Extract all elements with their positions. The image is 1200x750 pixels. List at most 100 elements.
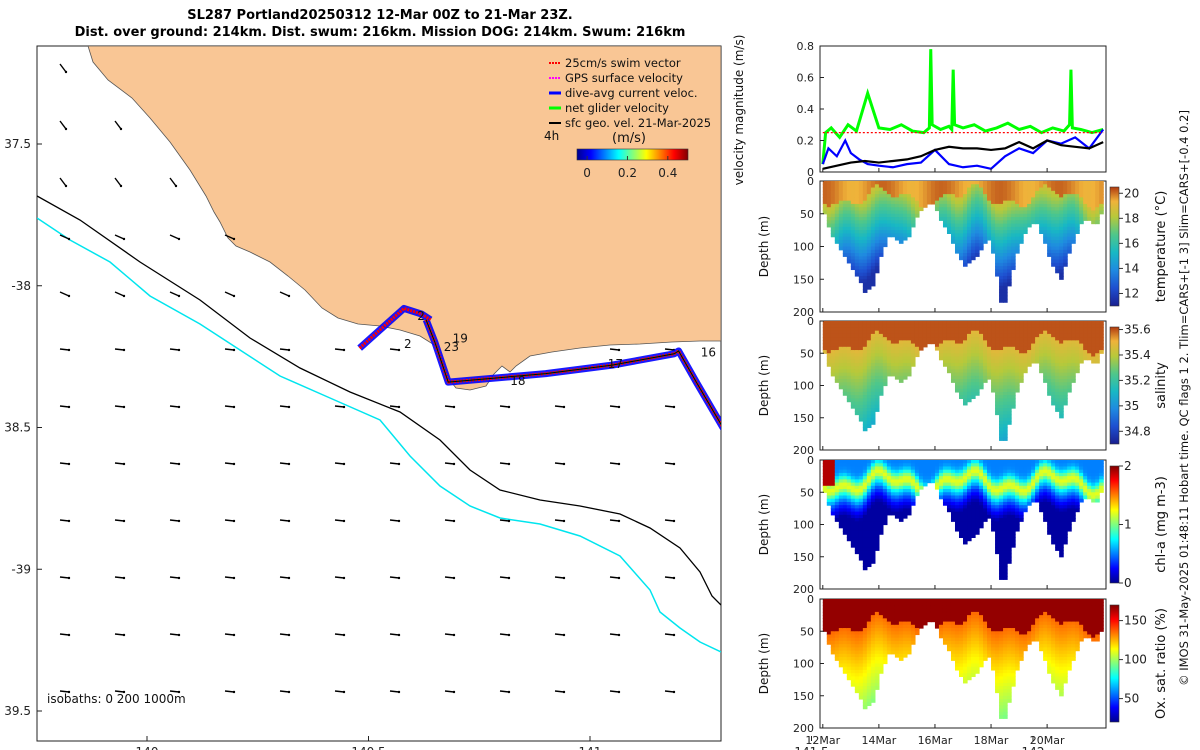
section-cell [902, 485, 908, 490]
section-cell [958, 463, 964, 468]
velocity-arrow [114, 519, 125, 522]
section-cell [1059, 492, 1064, 497]
section-cell [866, 679, 872, 684]
section-cell [991, 220, 996, 225]
section-cell [850, 599, 856, 603]
section-cell [1067, 369, 1072, 374]
section-cell [950, 226, 956, 231]
section-cell [874, 194, 880, 198]
section-cell [838, 505, 844, 509]
velocity-arrow-head [287, 405, 291, 409]
section-cell [850, 644, 856, 648]
section-cell [874, 508, 880, 513]
section-cell [1003, 489, 1008, 493]
section-cell [870, 640, 876, 645]
section-cell [1019, 518, 1024, 522]
section-cell [878, 527, 884, 532]
isobaths-label: isobaths: 0 200 1000m [47, 692, 186, 706]
section-cell [850, 243, 856, 248]
section-cell [958, 466, 964, 471]
section-cell [1011, 388, 1016, 393]
section-cell [963, 460, 968, 464]
section-cell [910, 213, 916, 218]
section-cell [942, 469, 948, 474]
section-cell [838, 350, 844, 354]
section-cell [991, 200, 996, 205]
section-cell [878, 379, 884, 383]
velocity-arrow-head [562, 690, 566, 694]
section-cell [874, 679, 880, 684]
section-cell [995, 321, 1000, 325]
section-cell [826, 463, 832, 468]
section-cell [830, 511, 836, 516]
section-cell [1023, 190, 1028, 195]
section-cell [971, 243, 976, 248]
section-cell [830, 618, 836, 623]
section-cell [1015, 508, 1020, 513]
section-cell [1051, 256, 1056, 261]
section-cell [890, 628, 896, 632]
section-cell [822, 324, 828, 329]
section-cell [967, 324, 972, 329]
section-cell [1071, 230, 1076, 234]
section-cell [830, 194, 836, 198]
section-cell [858, 239, 864, 244]
section-cell [1023, 346, 1028, 351]
section-cell [850, 239, 856, 244]
section-cell [898, 337, 904, 341]
section-cell [1059, 404, 1064, 409]
section-cell [862, 239, 868, 244]
velocity-arrow-head [672, 519, 676, 523]
section-cell [1075, 489, 1080, 493]
section-cell [846, 518, 852, 522]
section-cell [1043, 492, 1048, 497]
section-cell [842, 375, 848, 380]
section-cell [862, 343, 868, 348]
section-cell [954, 236, 960, 241]
section-cell [826, 472, 832, 477]
section-cell [862, 537, 868, 542]
section-cell [866, 369, 872, 374]
section-cell [906, 217, 912, 221]
section-cell [1039, 460, 1044, 464]
section-cell [983, 194, 988, 198]
section-cell [910, 197, 916, 202]
section-cell [906, 333, 912, 338]
section-cell [854, 673, 860, 677]
section-cell [842, 190, 848, 195]
section-cell [862, 262, 868, 267]
section-cell [898, 621, 904, 626]
section-cell [1003, 382, 1008, 387]
section-cell [995, 213, 1000, 218]
section-cell [846, 663, 852, 668]
section-cell [866, 695, 872, 700]
section-cell [890, 346, 896, 351]
section-cell [886, 479, 892, 484]
section-cell [1043, 197, 1048, 202]
section-cell [862, 327, 868, 332]
section-cell [898, 372, 904, 377]
section-cell [838, 479, 844, 484]
section-cell [1067, 346, 1072, 351]
section-cell [834, 194, 840, 198]
section-cell [874, 653, 880, 658]
section-cell [842, 243, 848, 248]
section-cell [1047, 508, 1052, 513]
section-cell [862, 417, 868, 422]
section-cell [870, 669, 876, 674]
section-cell [1055, 463, 1060, 468]
section-cell [850, 391, 856, 396]
section-cell [870, 213, 876, 218]
section-cell [1075, 343, 1080, 348]
section-cell [1055, 485, 1060, 490]
section-cell [878, 230, 884, 234]
section-cell [878, 243, 884, 248]
speed-colorbar [576, 148, 689, 161]
section-cell [1047, 330, 1052, 335]
section-cell [1059, 340, 1064, 345]
section-cell [838, 353, 844, 358]
section-cell [914, 330, 920, 335]
section-cell [1043, 213, 1048, 218]
section-cell [995, 337, 1000, 341]
section-cell [902, 498, 908, 503]
